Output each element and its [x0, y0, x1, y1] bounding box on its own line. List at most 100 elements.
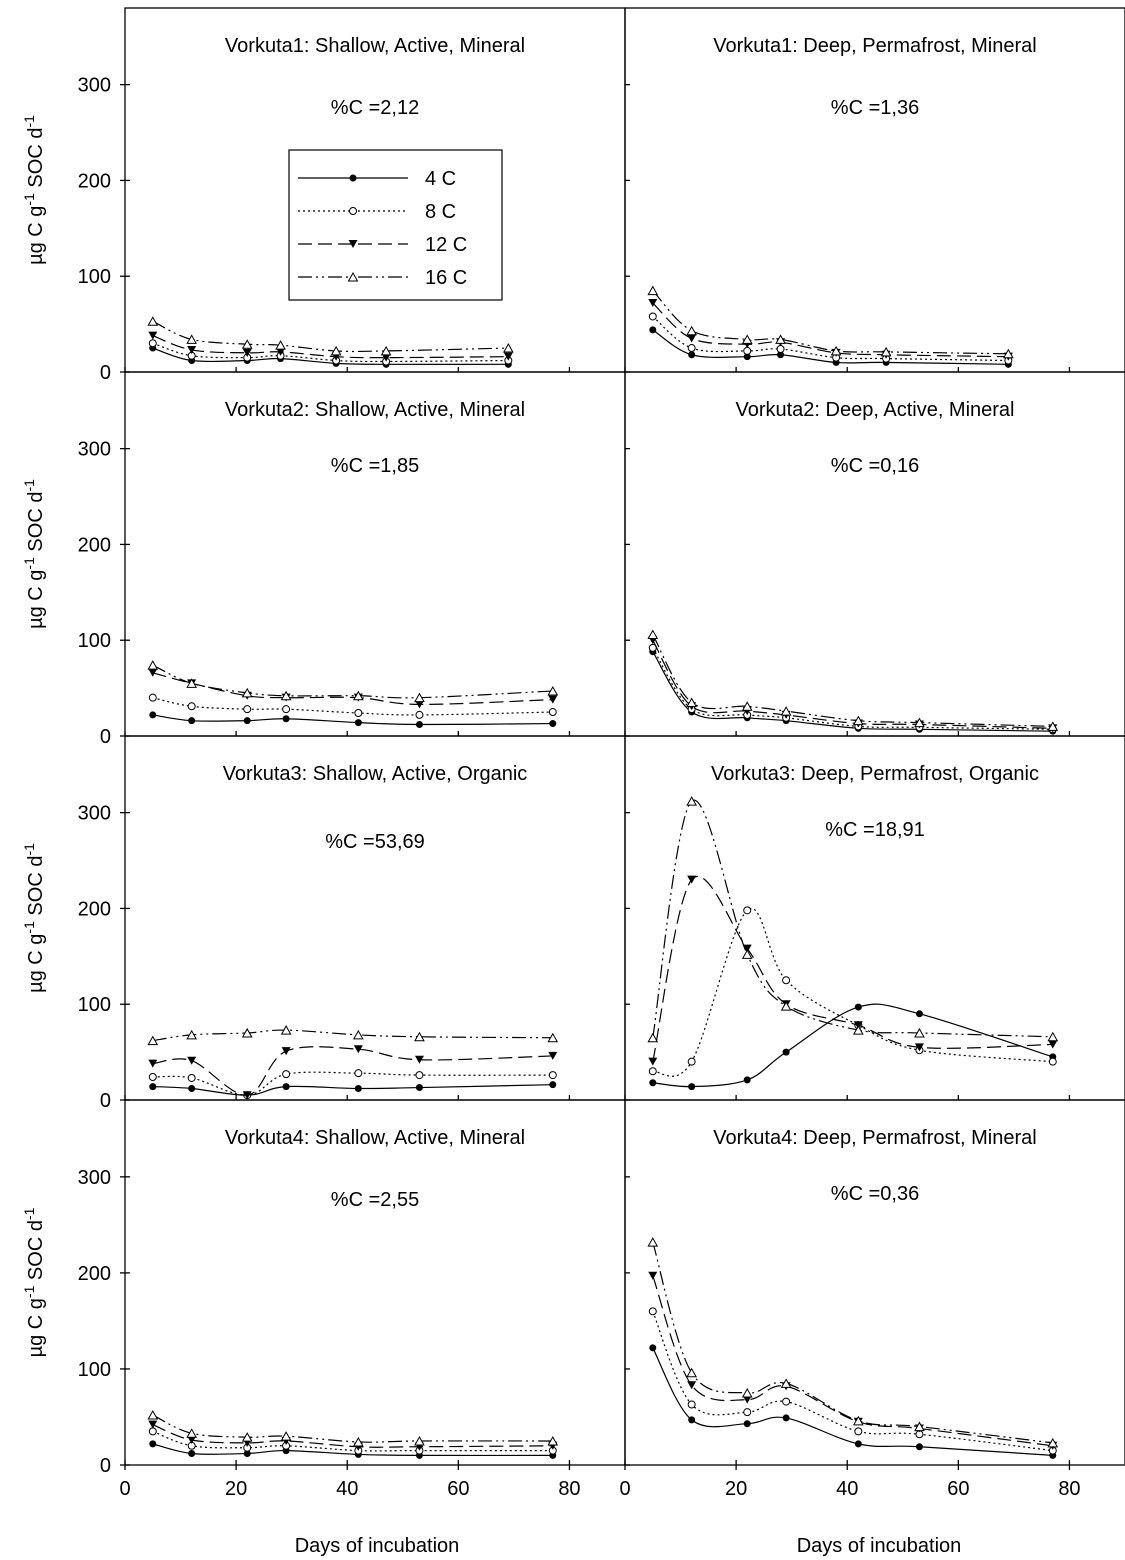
data-point-12c	[742, 944, 752, 953]
data-point-12c	[687, 1381, 697, 1390]
data-point-4c	[743, 1420, 751, 1428]
data-point-8c	[687, 1057, 696, 1066]
data-point-8c	[782, 976, 791, 985]
panel-title: Vorkuta1: Shallow, Active, Mineral	[225, 35, 525, 57]
data-point-16c	[1047, 1031, 1059, 1042]
data-point-12c	[187, 1436, 197, 1445]
data-point-8c	[743, 1408, 752, 1417]
panel-title: Vorkuta4: Shallow, Active, Mineral	[225, 1127, 525, 1149]
series-line-4c	[152, 1084, 553, 1096]
panel-title: Vorkuta2: Deep, Active, Mineral	[735, 399, 1014, 421]
series-line-12c	[652, 876, 1053, 1062]
y-tick-label: 100	[78, 266, 111, 288]
data-point-4c	[549, 720, 557, 728]
data-point-16c	[852, 1415, 864, 1426]
data-point-16c	[147, 1035, 159, 1046]
data-point-4c	[149, 1083, 157, 1091]
data-point-8c	[415, 1071, 424, 1080]
data-point-12c	[914, 1043, 924, 1052]
data-point-12c	[148, 1420, 158, 1429]
series-line-16c	[652, 290, 1009, 355]
panel-frame	[624, 371, 1125, 737]
data-point-16c	[647, 629, 659, 639]
y-tick-label: 0	[100, 362, 111, 384]
data-point-8c	[148, 1427, 157, 1436]
data-point-16c	[1002, 348, 1014, 359]
y-tick-label: 0	[100, 1090, 111, 1112]
panel-frame	[124, 1099, 626, 1466]
carbon-percent-label: %C =0,36	[831, 1183, 919, 1205]
data-point-4c	[243, 717, 251, 725]
data-point-8c	[187, 702, 196, 711]
data-point-16c	[775, 334, 786, 344]
data-point-12c	[687, 875, 697, 884]
data-point-12c	[687, 334, 697, 343]
data-point-4c	[549, 1081, 557, 1089]
data-point-4c	[854, 1003, 862, 1011]
data-point-4c	[188, 1449, 196, 1457]
data-point-16c	[741, 1387, 753, 1398]
series-line-12c	[652, 1275, 1053, 1447]
legend-label: 8 C	[425, 201, 456, 223]
series-line-8c	[652, 1311, 1053, 1452]
data-point-12c	[187, 345, 197, 354]
x-tick-label: 40	[336, 1478, 358, 1500]
x-tick-label: 40	[836, 1478, 858, 1500]
data-point-4c	[915, 1443, 923, 1451]
data-point-16c	[914, 1421, 925, 1432]
data-point-8c	[782, 1397, 791, 1406]
data-point-4c	[777, 351, 785, 359]
data-point-12c	[503, 352, 513, 361]
y-axis-title: µg C g-1 SOC d-1	[21, 843, 47, 993]
data-point-4c	[149, 711, 157, 719]
data-point-4c	[282, 715, 290, 723]
data-point-12c	[548, 695, 558, 704]
data-point-8c	[282, 1070, 291, 1079]
data-point-8c	[648, 1307, 657, 1316]
data-point-16c	[741, 949, 753, 959]
panel-8: 0 20 40 60 80 Vorkuta4: Deep, Permafrost, Min…	[619, 1099, 1125, 1500]
y-tick-label: 0	[100, 1455, 111, 1477]
data-point-4c	[415, 1084, 423, 1092]
series-line-4c	[652, 1347, 1053, 1456]
series-line-4c	[652, 1003, 1053, 1088]
data-point-16c	[1047, 721, 1059, 731]
data-point-8c	[648, 312, 657, 321]
y-tick-label: 300	[78, 75, 111, 97]
data-point-8c	[1048, 1057, 1057, 1066]
series-line-16c	[152, 664, 553, 699]
y-tick-label: 100	[78, 1359, 111, 1381]
panel-3: 0 100 200 300 µg C g-1 SOC d-1 Vorkuta2: Shal…	[21, 371, 626, 748]
carbon-percent-label: %C =2,12	[331, 97, 419, 119]
data-point-16c	[186, 1428, 198, 1438]
data-point-16c	[502, 343, 514, 353]
y-tick-label: 100	[78, 994, 111, 1016]
y-tick-label: 200	[78, 534, 111, 556]
legend-box	[288, 149, 503, 301]
data-point-16c	[647, 285, 659, 296]
series-line-12c	[652, 302, 1009, 358]
x-tick-label: 0	[619, 1478, 630, 1500]
data-point-16c	[547, 1435, 559, 1446]
data-point-16c	[147, 316, 159, 326]
legend-label: 12 C	[425, 234, 467, 256]
series-line-4c	[652, 329, 1009, 365]
panel-6: Vorkuta3: Deep, Permafrost, Organic %C =1…	[624, 735, 1125, 1101]
data-point-16c	[330, 345, 342, 356]
y-tick-label: 300	[78, 1167, 111, 1189]
series-line-8c	[652, 907, 1053, 1077]
panel-5: 0 100 200 300 µg C g-1 SOC d-1 Vorkuta3: Shal…	[21, 735, 626, 1112]
data-point-16c	[880, 346, 892, 357]
data-point-12c	[381, 353, 391, 362]
data-point-4c	[243, 1449, 251, 1457]
data-point-12c	[242, 1091, 252, 1100]
data-point-16c	[414, 692, 425, 703]
data-point-4c	[188, 1085, 196, 1093]
data-point-16c	[547, 685, 559, 696]
data-point-12c	[1048, 1040, 1058, 1049]
data-point-16c	[686, 325, 698, 336]
data-point-8c	[148, 1073, 157, 1082]
x-axis-title-left: Days of incubation	[295, 1535, 460, 1557]
x-tick-label: 20	[725, 1478, 747, 1500]
data-point-16c	[741, 701, 753, 711]
